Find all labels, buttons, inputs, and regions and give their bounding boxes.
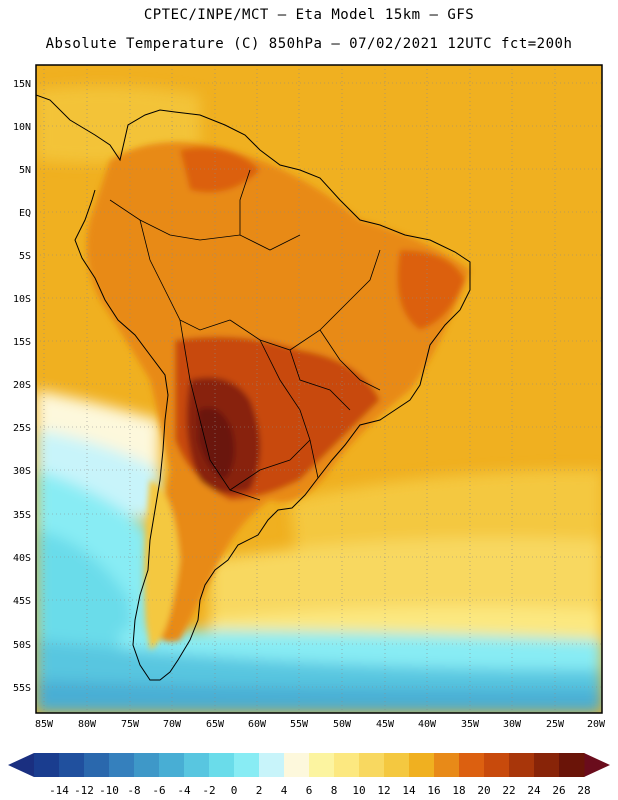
colorbar-swatch <box>109 753 135 777</box>
lat-label: 20S <box>13 380 31 391</box>
colorbar-tick-label: 20 <box>477 784 490 797</box>
colorbar-tick-label: -14 <box>49 784 69 797</box>
lat-label: 15N <box>13 79 31 90</box>
south-ocean-deep <box>36 680 602 713</box>
coastline <box>36 94 471 681</box>
title-line-2: Absolute Temperature (C) 850hPa – 07/02/… <box>45 36 573 52</box>
colorbar-swatch <box>484 753 510 777</box>
lat-label: 15S <box>13 337 31 348</box>
colorbar-swatch <box>184 753 210 777</box>
lat-label: 10N <box>13 122 31 133</box>
lat-label: 55S <box>13 683 31 694</box>
longitude-labels: 85W 80W 75W 70W 65W 60W 55W 50W 45W 40W … <box>35 719 606 730</box>
latitude-labels: 15N 10N 5N EQ 5S 10S 15S 20S 25S 30S 35S… <box>13 79 31 694</box>
colorbar-swatch <box>459 753 485 777</box>
colorbar-swatch <box>409 753 435 777</box>
colorbar-swatch <box>309 753 335 777</box>
colorbar-swatch <box>209 753 235 777</box>
colorbar-tick-label: -12 <box>74 784 94 797</box>
colorbar-low-arrow <box>8 753 34 777</box>
colorbar-swatch <box>159 753 185 777</box>
lat-label: 10S <box>13 294 31 305</box>
north-warm <box>180 147 260 193</box>
lon-label: 40W <box>418 719 437 730</box>
colorbar-swatch <box>559 753 585 777</box>
colorbar-swatch <box>334 753 360 777</box>
colorbar-swatch <box>509 753 535 777</box>
colorbar-tick-label: 10 <box>352 784 365 797</box>
colorbar-tick-label: 24 <box>527 784 541 797</box>
colorbar-tick-label: 2 <box>256 784 263 797</box>
colorbar-tick-label: 16 <box>427 784 440 797</box>
lat-label: 5N <box>19 165 31 176</box>
colorbar-tick-label: 6 <box>306 784 313 797</box>
country-borders <box>109 169 381 501</box>
lon-label: 30W <box>503 719 522 730</box>
colorbar-tick-label: 14 <box>402 784 416 797</box>
colorbar-tick-label: -8 <box>127 784 140 797</box>
colorbar-swatch <box>259 753 285 777</box>
colorbar-swatch <box>384 753 410 777</box>
lon-label: 60W <box>248 719 267 730</box>
lon-label: 25W <box>546 719 565 730</box>
colorbar-tick-label: -10 <box>99 784 119 797</box>
colorbar-tick-label: 4 <box>281 784 288 797</box>
lon-label: 80W <box>78 719 97 730</box>
temperature-map: 15N 10N 5N EQ 5S 10S 15S 20S 25S 30S 35S… <box>13 64 606 730</box>
lon-label: 50W <box>333 719 352 730</box>
andes-pale <box>145 480 180 650</box>
map-frame <box>35 64 603 714</box>
title-line-1: CPTEC/INPE/MCT – Eta Model 15km – GFS <box>143 7 475 23</box>
lon-label: 65W <box>206 719 225 730</box>
hot-core-inner <box>198 407 235 480</box>
grid-lines <box>36 65 602 713</box>
colorbar-swatch <box>434 753 460 777</box>
lat-label: 50S <box>13 640 31 651</box>
colorbar-ticks: -14 -12 -10 -8 -6 -4 -2 0 2 4 6 8 10 12 14 16 18 20 22 24 26… <box>49 784 591 797</box>
colorbar-swatch <box>284 753 310 777</box>
lat-label: 45S <box>13 596 31 607</box>
colorbar-tick-label: -2 <box>202 784 215 797</box>
northeast-warm <box>397 250 465 330</box>
colorbar-tick-label: -6 <box>152 784 165 797</box>
colorbar-tick-label: 26 <box>552 784 565 797</box>
lon-label: 75W <box>121 719 140 730</box>
lat-label: EQ <box>19 208 31 219</box>
colorbar-tick-label: 12 <box>377 784 390 797</box>
colorbar-swatch <box>84 753 110 777</box>
colorbar-tick-label: 18 <box>452 784 465 797</box>
colorbar-high-arrow <box>584 753 610 777</box>
lon-label: 20W <box>587 719 606 730</box>
lat-label: 25S <box>13 423 31 434</box>
lat-label: 35S <box>13 510 31 521</box>
colorbar-swatch <box>534 753 560 777</box>
colorbar-tick-label: -4 <box>177 784 191 797</box>
lon-label: 85W <box>35 719 54 730</box>
lon-label: 45W <box>376 719 395 730</box>
colorbar-swatch <box>34 753 60 777</box>
colorbar-tick-label: 8 <box>331 784 338 797</box>
lon-label: 35W <box>461 719 480 730</box>
lon-label: 70W <box>163 719 182 730</box>
lat-label: 30S <box>13 466 31 477</box>
colorbar-swatch <box>134 753 160 777</box>
colorbar-tick-label: 22 <box>502 784 515 797</box>
colorbar-tick-label: 28 <box>577 784 590 797</box>
lon-label: 55W <box>290 719 309 730</box>
colorbar-tick-label: 0 <box>231 784 238 797</box>
colorbar-swatch <box>234 753 260 777</box>
colorbar-swatch <box>359 753 385 777</box>
colorbar-swatch <box>59 753 85 777</box>
colorbar: -14 -12 -10 -8 -6 -4 -2 0 2 4 6 8 10 12 14 16 18 20 22 24 26… <box>8 753 610 797</box>
lat-label: 40S <box>13 553 31 564</box>
colorbar-swatches <box>34 753 585 777</box>
lat-label: 5S <box>19 251 31 262</box>
